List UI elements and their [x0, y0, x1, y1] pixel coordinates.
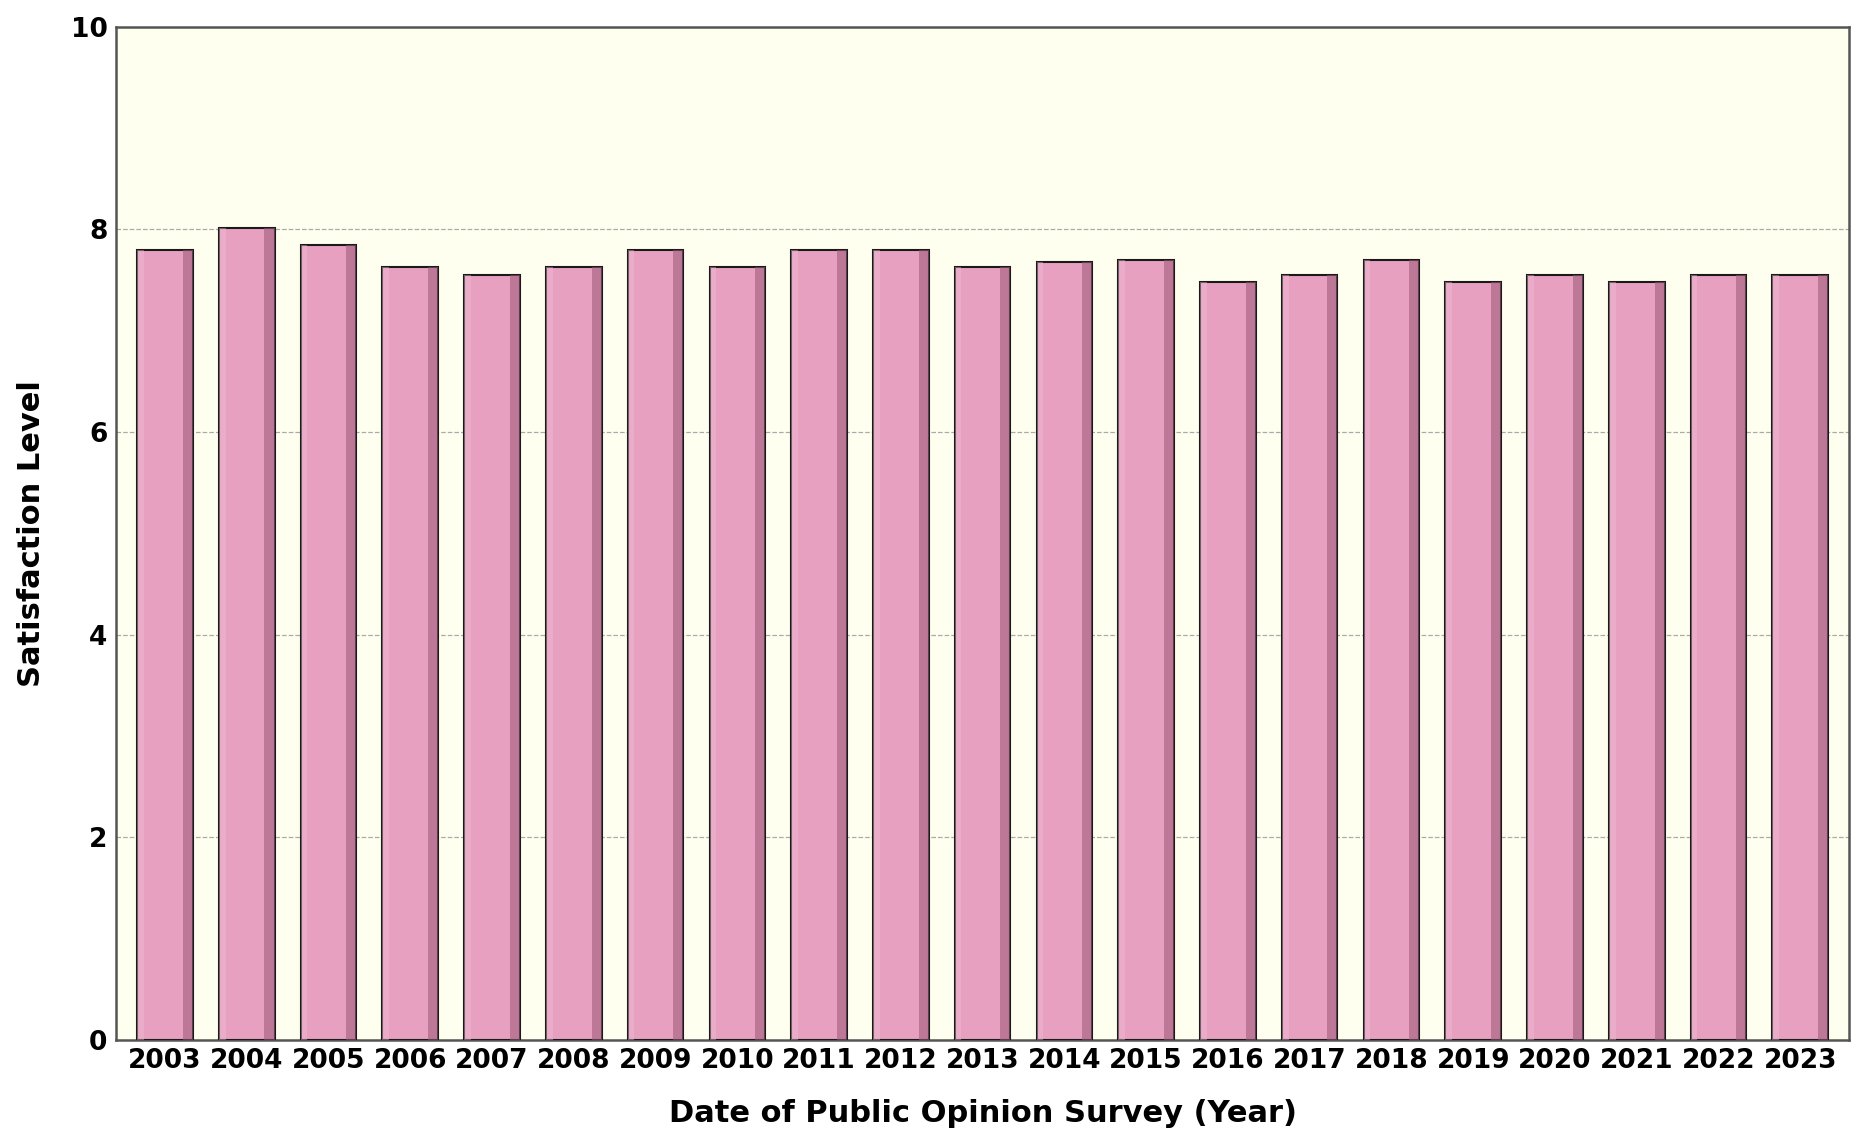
Bar	[791, 250, 847, 1040]
Bar	[1000, 267, 1010, 1040]
Bar	[1735, 275, 1747, 1040]
Bar	[592, 267, 601, 1040]
Bar	[1526, 275, 1582, 1040]
Bar	[1691, 275, 1747, 1040]
Bar	[1573, 275, 1582, 1040]
X-axis label: Date of Public Opinion Survey (Year): Date of Public Opinion Survey (Year)	[668, 1099, 1297, 1128]
Bar	[136, 250, 144, 1040]
Bar	[1118, 260, 1125, 1040]
Bar	[383, 267, 390, 1040]
Bar	[955, 267, 961, 1040]
Bar	[627, 250, 634, 1040]
Bar	[218, 228, 226, 1040]
Bar	[1200, 282, 1207, 1040]
Bar	[1446, 282, 1452, 1040]
Bar	[347, 245, 356, 1040]
Bar	[1118, 260, 1174, 1040]
Bar	[756, 267, 765, 1040]
Bar	[1608, 282, 1664, 1040]
Bar	[918, 250, 929, 1040]
Bar	[1082, 262, 1092, 1040]
Bar	[1526, 275, 1534, 1040]
Bar	[873, 250, 879, 1040]
Bar	[1491, 282, 1500, 1040]
Bar	[709, 267, 717, 1040]
Bar	[1608, 282, 1616, 1040]
Bar	[709, 267, 765, 1040]
Bar	[627, 250, 683, 1040]
Bar	[791, 250, 799, 1040]
Bar	[1409, 260, 1420, 1040]
Bar	[465, 275, 521, 1040]
Bar	[265, 228, 274, 1040]
Bar	[183, 250, 192, 1040]
Bar	[465, 275, 470, 1040]
Bar	[547, 267, 601, 1040]
Bar	[509, 275, 521, 1040]
Bar	[1327, 275, 1338, 1040]
Bar	[674, 250, 683, 1040]
Bar	[427, 267, 439, 1040]
Y-axis label: Satisfaction Level: Satisfaction Level	[17, 380, 45, 687]
Bar	[1691, 275, 1698, 1040]
Bar	[383, 267, 439, 1040]
Bar	[1246, 282, 1256, 1040]
Bar	[1773, 275, 1829, 1040]
Bar	[1282, 275, 1289, 1040]
Bar	[218, 228, 274, 1040]
Bar	[1364, 260, 1420, 1040]
Bar	[1282, 275, 1338, 1040]
Bar	[1773, 275, 1778, 1040]
Bar	[136, 250, 192, 1040]
Bar	[1037, 262, 1092, 1040]
Bar	[1164, 260, 1174, 1040]
Bar	[1655, 282, 1664, 1040]
Bar	[873, 250, 929, 1040]
Bar	[547, 267, 552, 1040]
Bar	[300, 245, 356, 1040]
Bar	[1364, 260, 1370, 1040]
Bar	[1200, 282, 1256, 1040]
Bar	[1037, 262, 1043, 1040]
Bar	[300, 245, 308, 1040]
Bar	[1817, 275, 1829, 1040]
Bar	[1446, 282, 1500, 1040]
Bar	[836, 250, 847, 1040]
Bar	[955, 267, 1010, 1040]
